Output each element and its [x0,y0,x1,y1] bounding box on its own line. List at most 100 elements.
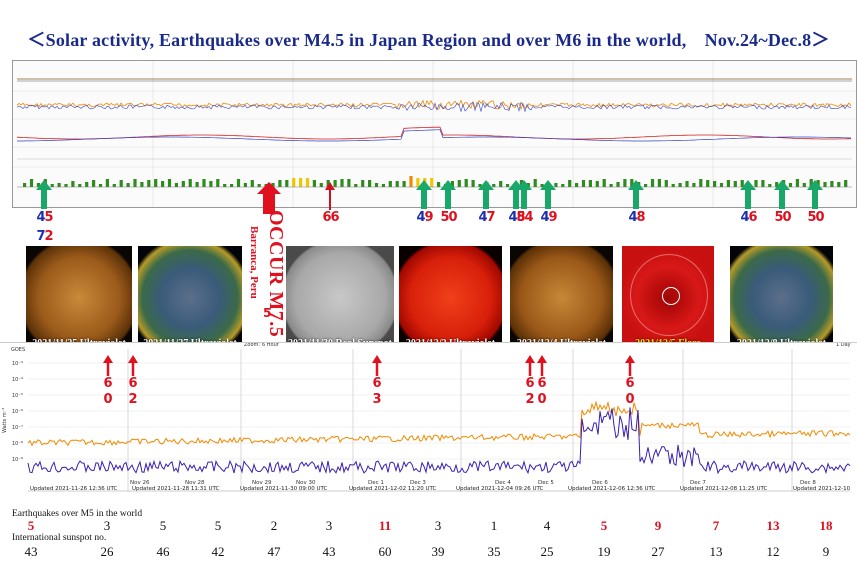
kp-bar [719,183,724,187]
sunspot-value: 9 [822,544,830,559]
kp-bar [616,182,620,187]
speed-line [16,126,852,140]
japan-arrow [745,189,751,209]
kp-bar [305,178,310,187]
kp-bar [36,183,40,187]
kp-bar [657,179,661,187]
kp-bar [775,182,779,187]
kp-bar [602,179,606,187]
kp-bar [92,180,96,187]
solar-wind-plot [13,61,856,207]
update-timestamp: Updated 2021-12-02 11:20 UTC [349,486,437,492]
kp-bar [554,183,558,187]
japan-mag-dec: 5 [44,210,54,225]
kp-bar [409,176,413,187]
kp-bar [740,180,744,187]
world-arrow-head [525,355,535,363]
kp-bar [623,179,627,187]
world-mag-dec: 3 [372,392,382,407]
japan-mag-int: 4 [508,210,518,225]
eq-count-value: 7 [712,518,720,533]
japan-arrows-layer [36,180,823,214]
kp-bar [630,179,634,187]
kp-bar [98,184,103,187]
solar-image: 2021/12/5 Flare [622,246,714,350]
kp-bar [685,181,689,187]
kp-bar [830,181,834,187]
solar-image: 2021/11/25 Ultraviolet [26,246,132,350]
kp-bar [402,181,406,187]
japan-mag-int: 6 [322,210,332,225]
eq-count-value: 3 [325,518,333,533]
kp-bar [816,180,820,187]
sunspot-value: 27 [651,544,665,559]
sun-disk [286,246,394,350]
kp-bar [78,184,82,187]
flare-halo [630,254,708,336]
kp-bar [802,183,806,187]
japan-arrow-head [36,180,52,190]
japan-arrow-head [325,182,335,190]
japan-arrow-head [628,180,644,190]
kp-bar [202,179,206,187]
y-tick-label: 10⁻³ [12,361,23,367]
kp-bar [726,180,730,187]
kp-bar [57,183,61,187]
density-line-2 [17,129,852,142]
japan-mag-dec: 7 [486,210,496,225]
sunspot-value: 46 [156,544,170,559]
update-timestamp: Updated 2021-11-30 09:00 UTC [240,486,328,492]
kp-bar [209,181,213,187]
goes-label: GOES [11,347,25,353]
x-tick-label: Nov 30 [296,480,316,486]
zoom-label: Zoom: [244,343,260,348]
japan-mag-int: 5 [774,210,784,225]
sun-disk [138,246,242,350]
kp-bar [250,180,254,187]
page-title: ＜Solar activity, Earthquakes over M4.5 i… [27,30,830,50]
y-tick-label: 10⁻⁶ [12,409,23,415]
kp-bar [678,183,682,187]
kp-bar [64,184,68,187]
update-timestamp: Updated 2021-11-28 11:31 UTC [132,486,220,492]
kp-bar [326,180,330,187]
kp-bar [609,184,613,187]
kp-bar [837,182,841,187]
world-mag-int: 6 [537,376,547,391]
kp-bar [140,182,144,187]
kp-bar [333,180,337,187]
kp-bar [395,181,399,187]
japan-arrow-head [516,180,532,190]
sunspot-value: 13 [709,544,723,559]
sunspot-value: 47 [267,544,281,559]
kp-bar [354,184,358,187]
y-tick-label: 10⁻⁴ [12,377,23,383]
world-mag-dec: 0 [537,392,547,407]
eq-count-value: 5 [600,518,608,533]
japan-mag-int: 4 [36,210,46,225]
japan-depth: 7 [36,229,46,244]
world-mag-dec: 2 [525,392,535,407]
x-tick-label: Dec 3 [410,480,426,486]
eq-count-value: 3 [434,518,442,533]
eq-count-value: 18 [819,518,833,533]
kp-bar [126,183,130,187]
kp-bar [526,183,530,187]
x-tick-label: Nov 26 [130,480,150,486]
japan-arrow-head [416,180,432,190]
occur-mag-dec: 5 [263,306,272,320]
kp-bar [161,181,165,187]
bz-line [16,99,852,111]
x-tick-label: Dec 4 [495,480,511,486]
japan-arrow [445,189,451,209]
sunspot-value: 60 [378,544,392,559]
japan-arrow-head [774,180,790,190]
kp-bar [195,182,199,187]
occur-place: Barranca, Peru [248,226,260,299]
kp-bar [671,184,675,187]
eq-count-value: 5 [159,518,167,533]
kp-bar [561,184,565,187]
kp-bar [844,180,848,187]
kp-bar [506,184,510,187]
kp-bar [29,179,34,187]
